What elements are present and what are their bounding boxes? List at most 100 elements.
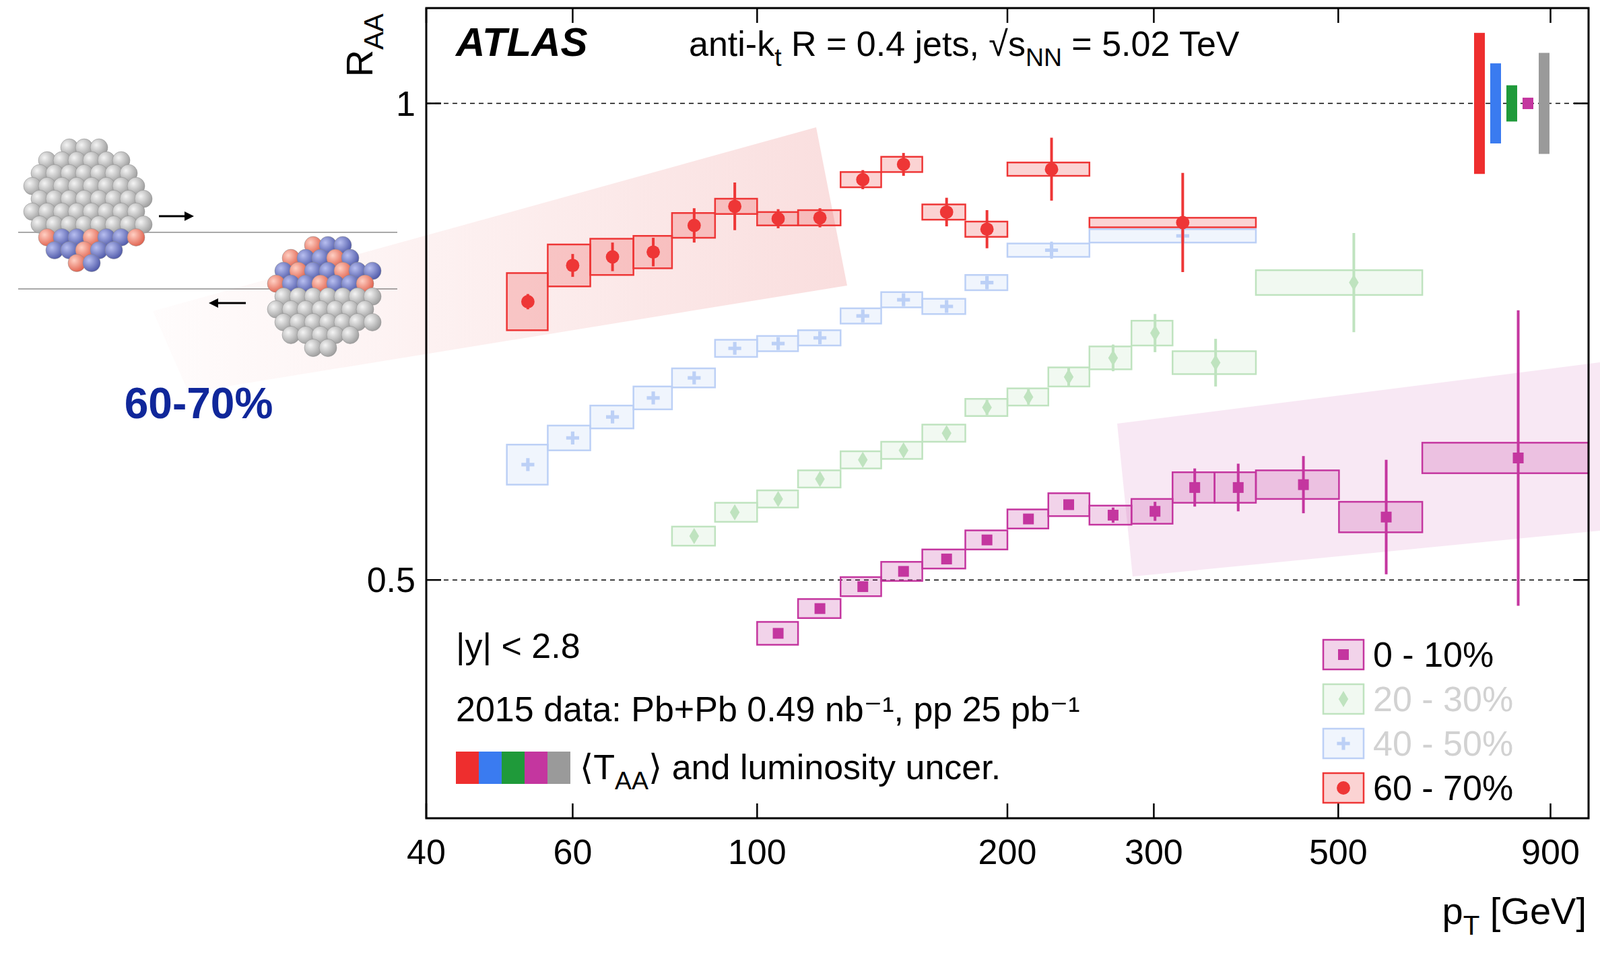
tick [1152, 803, 1155, 819]
text-part: R = 0.4 jets, √s [781, 24, 1026, 64]
text-part: AA [358, 13, 390, 50]
highlight-band [1117, 362, 1600, 577]
data-point [728, 342, 742, 355]
highlight-band [152, 127, 848, 393]
tick-label: 500 [1309, 832, 1368, 872]
sys-box [1007, 162, 1090, 176]
data-point [606, 249, 620, 264]
data-point [981, 534, 993, 546]
sys-box [1007, 388, 1049, 406]
tick-label: 60 [552, 832, 592, 872]
text-part: R [338, 49, 381, 77]
data-point [729, 504, 740, 521]
data-point [1063, 369, 1074, 386]
arrow-head [184, 211, 194, 221]
data-point [687, 371, 701, 385]
text-part: [GeV] [1479, 889, 1587, 932]
legend: 0 - 10%20 - 30%40 - 50%60 - 70% [1323, 635, 1514, 808]
data-point [814, 470, 825, 487]
data-point [856, 309, 870, 323]
sys-box [1131, 320, 1173, 346]
data-point [687, 218, 702, 233]
tick [1152, 8, 1155, 23]
sys-box [840, 308, 881, 324]
tick [426, 579, 442, 582]
norm-swatch [524, 751, 548, 784]
tick [756, 803, 759, 819]
sys-box [1089, 346, 1132, 370]
text-part: AA [614, 766, 649, 795]
data-point [813, 210, 827, 225]
tick [1573, 579, 1589, 582]
sys-box [881, 441, 923, 459]
sys-box [922, 298, 966, 315]
text-part: ⟨T [579, 747, 615, 787]
nucleon [319, 339, 337, 357]
annotation: |y| < 2.8 [455, 626, 581, 666]
text-part: p [1441, 889, 1463, 932]
sys-box [1007, 509, 1049, 528]
data-point [1149, 505, 1161, 517]
data-point [773, 490, 783, 508]
legend-marker [1336, 781, 1351, 795]
sys-box [672, 526, 716, 546]
sys-box [1131, 498, 1173, 524]
data-point [857, 451, 868, 469]
axis-title: RAA [338, 13, 390, 77]
sys-box [1255, 470, 1339, 499]
nucleon [341, 325, 359, 344]
sys-box [590, 239, 634, 276]
tick-label: 300 [1124, 832, 1184, 872]
nucleon [127, 228, 145, 246]
text-part: T [1463, 910, 1481, 941]
tick [756, 8, 759, 23]
tick [1549, 8, 1552, 23]
tick-label: 0.5 [367, 560, 416, 600]
sys-box [881, 292, 923, 308]
collision-cartoon [18, 138, 398, 357]
data-point [1107, 509, 1119, 521]
sys-box [797, 470, 841, 487]
sys-box [590, 405, 634, 429]
data-point [898, 565, 910, 577]
sys-box [840, 577, 881, 596]
axes: 0.514060100200300500900 [367, 8, 1589, 872]
norm-label: ⟨TAA⟩ and luminosity uncer. [579, 747, 1001, 795]
sys-box [1048, 367, 1090, 387]
sys-box [840, 171, 881, 188]
norm-bars [1474, 32, 1550, 174]
sys-box [922, 204, 966, 221]
tick [571, 803, 574, 819]
arrow [158, 215, 186, 218]
series [507, 137, 1256, 330]
tick-label: 40 [406, 832, 446, 872]
data-point [855, 173, 870, 187]
text-part: = 5.02 TeV [1061, 24, 1240, 64]
data-point [521, 457, 535, 471]
data-point [1232, 482, 1244, 493]
series [672, 232, 1423, 546]
nucleon [363, 313, 382, 331]
data-point [896, 157, 911, 172]
sys-box [1089, 505, 1132, 525]
data-point [1023, 388, 1033, 405]
data-point [646, 245, 660, 259]
norm-swatch [478, 751, 502, 784]
sys-box [1172, 351, 1256, 375]
norm-bar [1474, 32, 1485, 174]
data-point [981, 399, 992, 416]
sys-box [881, 561, 923, 581]
data-point [896, 292, 910, 306]
data-point [1045, 243, 1058, 257]
sys-box [547, 425, 590, 451]
tick-label: 200 [978, 832, 1038, 872]
sys-box [756, 490, 798, 508]
tick [1006, 803, 1009, 819]
norm-bar [1522, 97, 1534, 110]
tick-label: 1 [395, 84, 416, 124]
sys-box [1422, 442, 1589, 473]
tick [1337, 803, 1340, 819]
sys-box [965, 398, 1008, 416]
data-point [521, 294, 535, 309]
data-point [1045, 162, 1059, 176]
